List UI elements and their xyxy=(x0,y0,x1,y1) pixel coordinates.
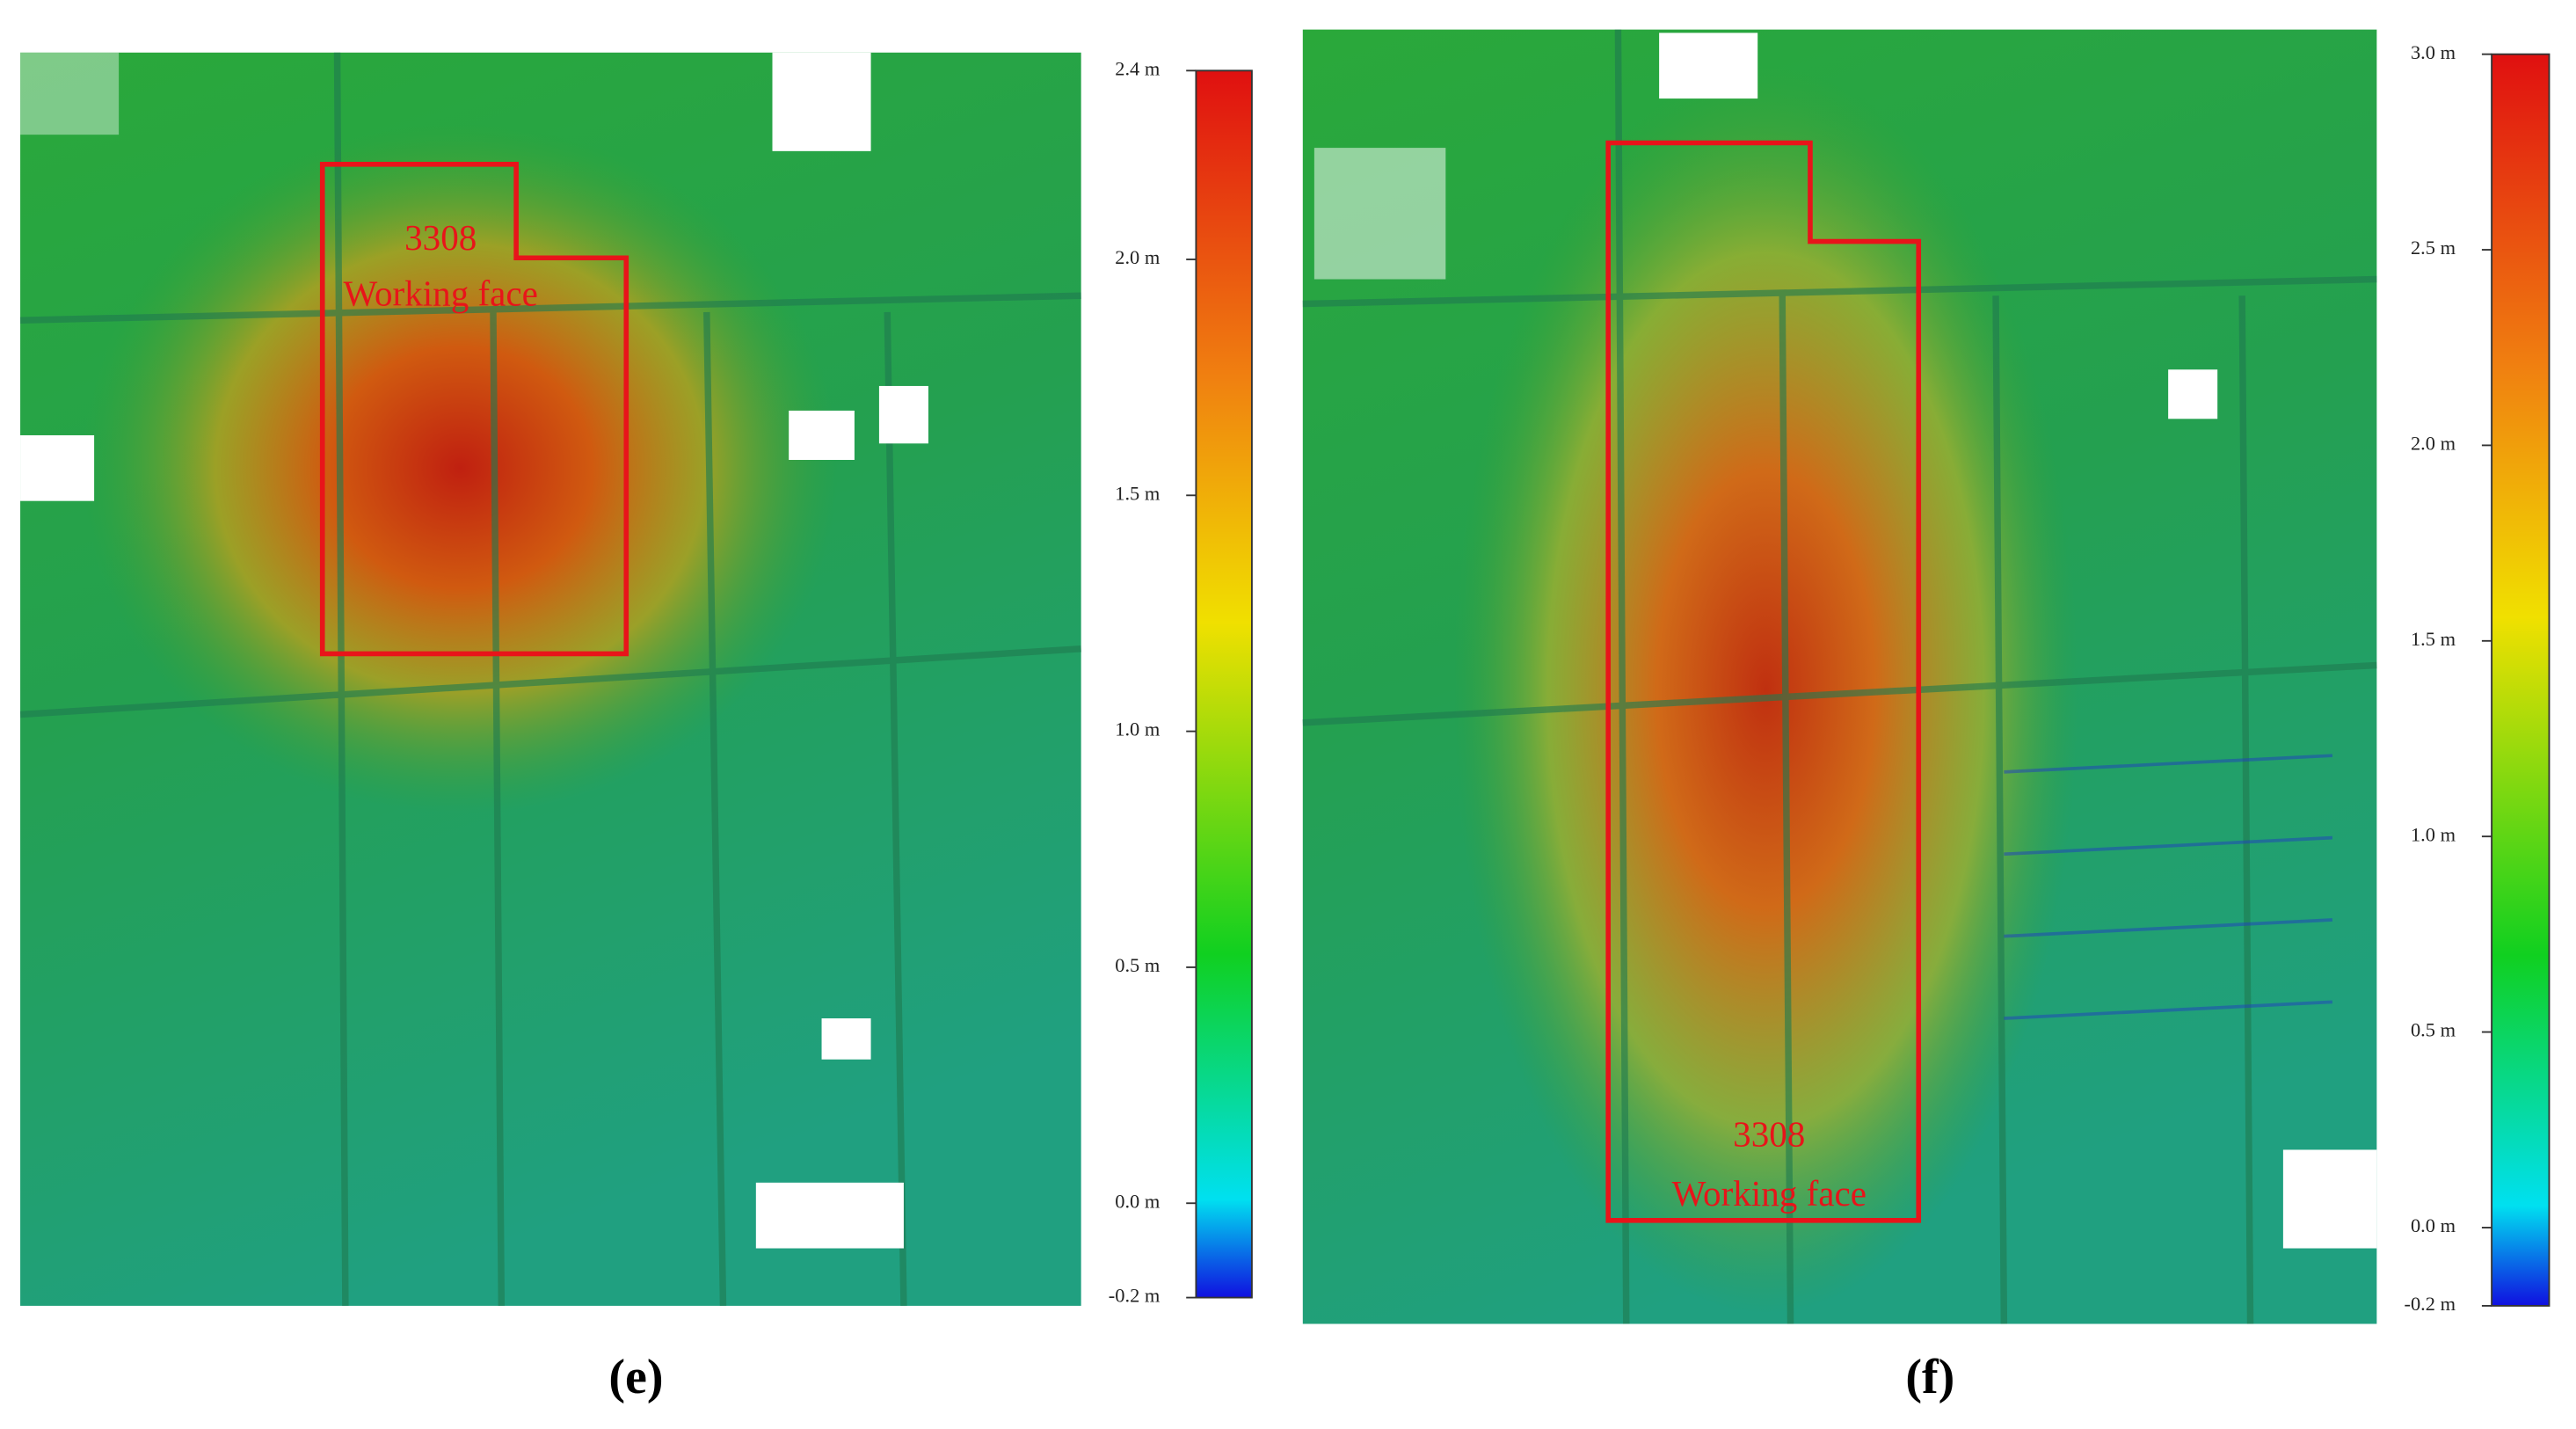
annotation: 3308 xyxy=(404,217,477,258)
tick-label: -0.2 m xyxy=(2405,1293,2456,1315)
annotation: Working face xyxy=(1672,1173,1867,1214)
colorbar xyxy=(2491,53,2551,1307)
tick-label: 0.0 m xyxy=(1115,1190,1161,1212)
annotation: Working face xyxy=(344,273,538,313)
tick-label: 1.5 m xyxy=(1115,482,1161,504)
colorbar xyxy=(1195,69,1253,1299)
annotation: 3308 xyxy=(1733,1114,1805,1155)
tick-label: 1.0 m xyxy=(1115,718,1161,740)
tick-label: -0.2 m xyxy=(1109,1285,1161,1307)
tick-label: 1.5 m xyxy=(2411,628,2456,650)
tick-label: 2.5 m xyxy=(2411,237,2456,259)
tick-label: 2.4 m xyxy=(1115,57,1161,79)
map-e: 3308 Working face (e) xyxy=(19,52,1253,1404)
tick-label: 0.0 m xyxy=(2411,1214,2456,1236)
map-f: 3308 Working face (f) xyxy=(1302,29,2551,1404)
tick-label: 0.5 m xyxy=(1115,954,1161,976)
panel-label: (f) xyxy=(1905,1350,1954,1404)
tick-label: 0.5 m xyxy=(2411,1019,2456,1041)
tick-label: 3.0 m xyxy=(2411,41,2456,63)
tick-label: 2.0 m xyxy=(2411,433,2456,455)
panel-label: (e) xyxy=(608,1350,663,1404)
tick-label: 1.0 m xyxy=(2411,823,2456,845)
tick-label: 2.0 m xyxy=(1115,246,1161,268)
